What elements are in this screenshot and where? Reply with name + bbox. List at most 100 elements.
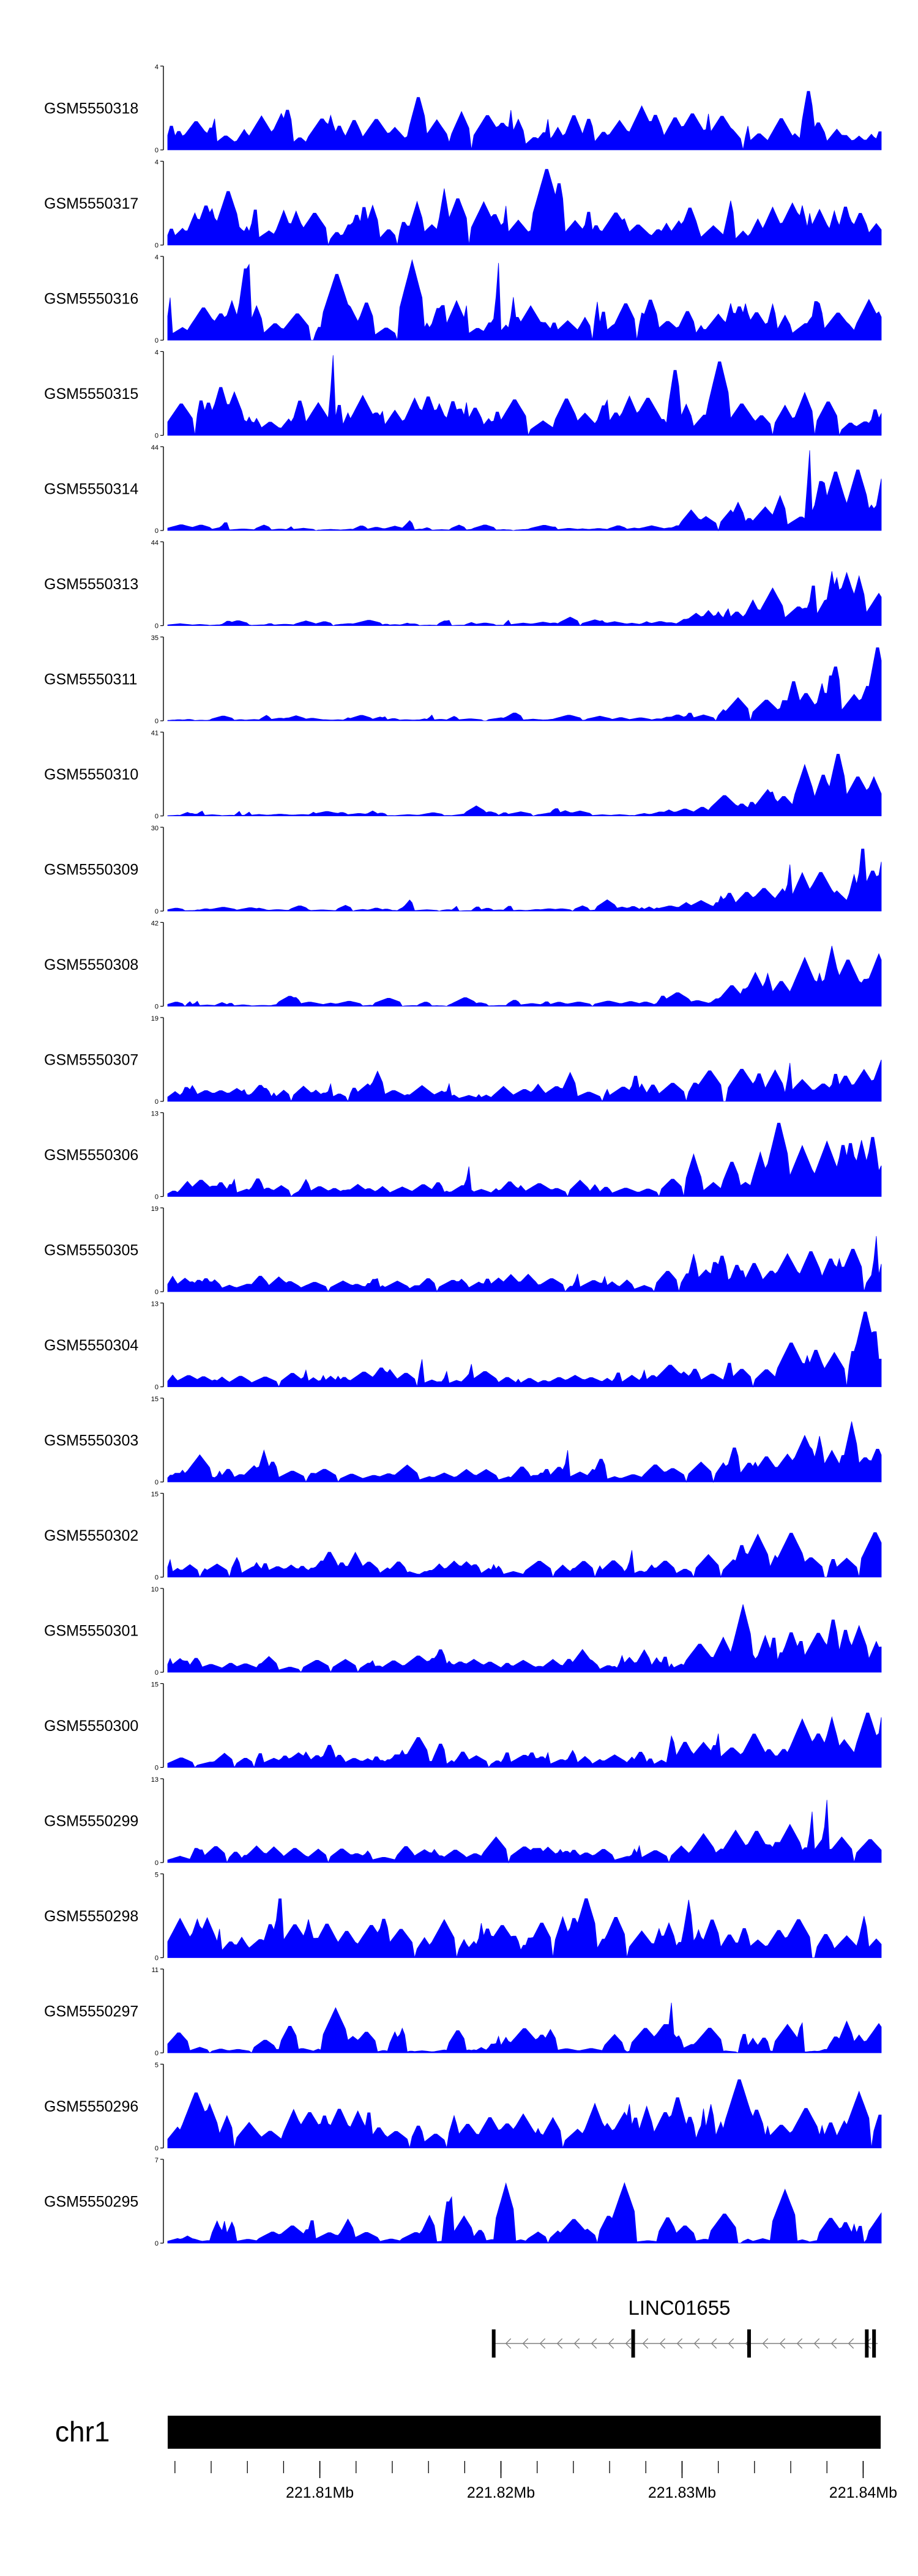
track-ymin-label: 0 (155, 1194, 159, 1201)
gene-exon (865, 2329, 869, 2358)
track-ymin-label: 0 (155, 908, 159, 915)
signal-area (167, 1532, 882, 1579)
track-label: GSM5550308 (44, 956, 138, 973)
track-ymax-label: 35 (151, 635, 159, 642)
signal-area (167, 647, 882, 721)
signal-area (167, 1421, 882, 1483)
signal-area (167, 2079, 882, 2148)
signal-area (167, 450, 882, 532)
track-ymin-label: 0 (155, 813, 159, 821)
track-GSM5550302: GSM5550302 15 0 (44, 1491, 882, 1582)
track-ymax-label: 30 (151, 825, 159, 832)
track-ymin-label: 0 (155, 623, 159, 630)
track-label: GSM5550318 (44, 100, 138, 117)
track-ymax-label: 15 (151, 1491, 159, 1498)
track-label: GSM5550309 (44, 862, 138, 879)
track-GSM5550305: GSM5550305 19 0 (44, 1205, 882, 1296)
track-ymax-label: 13 (151, 1301, 159, 1308)
signal-area (167, 754, 882, 816)
track-label: GSM5550307 (44, 1052, 138, 1069)
track-label: GSM5550317 (44, 195, 138, 212)
track-ymax-label: 41 (151, 730, 159, 737)
track-ymin-label: 0 (155, 2050, 159, 2057)
track-label: GSM5550315 (44, 385, 138, 403)
strand-arrow (796, 2338, 803, 2349)
track-GSM5550301: GSM5550301 10 0 (44, 1586, 882, 1677)
track-label: GSM5550302 (44, 1527, 138, 1544)
track-label: GSM5550296 (44, 2098, 138, 2115)
signal-area (167, 1059, 882, 1103)
strand-arrow (608, 2338, 614, 2349)
track-GSM5550295: GSM5550295 7 0 (44, 2157, 882, 2247)
track-ymin-label: 0 (155, 2240, 159, 2247)
track-ymin-label: 0 (155, 1765, 159, 1772)
strand-arrow (676, 2338, 683, 2349)
chromosome-bar (168, 2416, 881, 2449)
track-label: GSM5550299 (44, 1813, 138, 1830)
track-label: GSM5550301 (44, 1623, 138, 1640)
signal-area (167, 571, 882, 627)
track-GSM5550309: GSM5550309 30 0 (44, 825, 882, 915)
gene-annotation-track: LINC01655 (491, 2296, 878, 2358)
strand-arrow (848, 2338, 854, 2349)
gene-exon (747, 2329, 751, 2358)
track-GSM5550297: GSM5550297 11 0 (44, 1967, 882, 2057)
genome-axis: 221.81Mb 221.82Mb 221.83Mb 221.84Mb (174, 2461, 897, 2501)
track-label: GSM5550298 (44, 1908, 138, 1925)
track-GSM5550314: GSM5550314 44 0 (44, 444, 882, 535)
signal-area (167, 91, 882, 151)
strand-arrow (693, 2338, 700, 2349)
track-GSM5550318: GSM5550318 4 0 (44, 64, 882, 154)
track-label: GSM5550314 (44, 481, 138, 498)
track-GSM5550298: GSM5550298 5 0 (44, 1872, 882, 1962)
track-ymin-label: 0 (155, 1859, 159, 1867)
signal-area (167, 849, 882, 912)
chromosome-label: chr1 (55, 2416, 110, 2448)
track-ymax-label: 10 (151, 1586, 159, 1593)
track-GSM5550299: GSM5550299 13 0 (44, 1776, 882, 1867)
track-label: GSM5550310 (44, 766, 138, 783)
signal-area (167, 2003, 882, 2053)
track-ymax-label: 5 (155, 2062, 159, 2069)
track-ymax-label: 4 (155, 349, 159, 357)
track-ymin-label: 0 (155, 242, 159, 250)
track-ymin-label: 0 (155, 1003, 159, 1011)
track-label: GSM5550303 (44, 1432, 138, 1450)
strand-arrow (556, 2338, 563, 2349)
track-GSM5550306: GSM5550306 13 0 (44, 1111, 882, 1201)
track-label: GSM5550313 (44, 576, 138, 593)
gene-label: LINC01655 (629, 2296, 731, 2319)
gene-exon (631, 2329, 635, 2358)
track-ymax-label: 15 (151, 1681, 159, 1689)
track-ymax-label: 44 (151, 444, 159, 452)
track-GSM5550313: GSM5550313 44 0 (44, 540, 882, 630)
strand-arrow (813, 2338, 820, 2349)
track-ymin-label: 0 (155, 433, 159, 440)
signal-area (167, 1311, 882, 1388)
strand-arrow (762, 2338, 769, 2349)
axis-tick-label: 221.83Mb (648, 2484, 716, 2501)
signal-area (167, 355, 882, 437)
track-GSM5550316: GSM5550316 4 0 (44, 254, 882, 344)
signal-area (167, 1123, 882, 1197)
track-label: GSM5550300 (44, 1718, 138, 1735)
strand-arrow (830, 2338, 837, 2349)
strand-arrow (625, 2338, 632, 2349)
track-ymin-label: 0 (155, 1574, 159, 1582)
track-ymin-label: 0 (155, 2145, 159, 2153)
track-label: GSM5550295 (44, 2194, 138, 2211)
track-ymin-label: 0 (155, 1669, 159, 1677)
track-ymin-label: 0 (155, 1098, 159, 1106)
strand-arrow (659, 2338, 666, 2349)
strand-arrow (779, 2338, 786, 2349)
track-ymin-label: 0 (155, 1479, 159, 1486)
gene-exon (491, 2329, 496, 2358)
signal-area (167, 1898, 882, 1958)
track-ymax-label: 19 (151, 1205, 159, 1213)
signal-area (167, 1713, 882, 1768)
track-GSM5550304: GSM5550304 13 0 (44, 1301, 882, 1391)
chromosome-ideogram: chr1 (55, 2416, 881, 2449)
track-ymin-label: 0 (155, 718, 159, 725)
